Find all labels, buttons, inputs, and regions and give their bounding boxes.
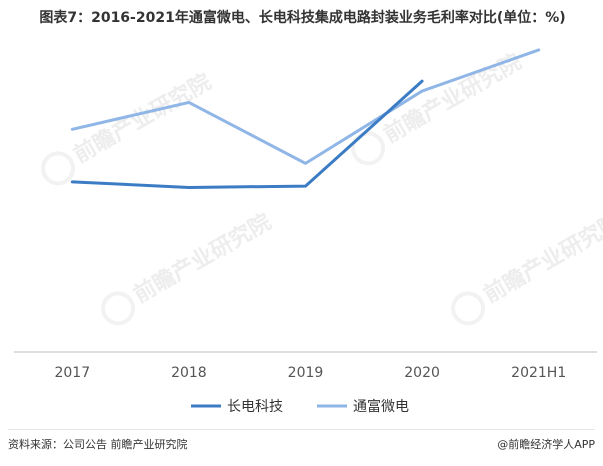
source-note: 资料来源：公司公告 前瞻产业研究院	[8, 438, 188, 451]
brand-label: @前瞻经济学人APP	[497, 438, 595, 451]
legend-label: 长电科技	[227, 399, 283, 415]
x-tick-label: 2017	[54, 365, 90, 381]
footer: 资料来源：公司公告 前瞻产业研究院 @前瞻经济学人APP	[8, 436, 595, 454]
legend-label: 通富微电	[353, 398, 409, 415]
footer-divider	[8, 429, 595, 430]
x-tick-label: 2020	[404, 365, 440, 381]
x-tick-label: 2021H1	[511, 365, 566, 381]
series-line-changdian	[70, 79, 424, 189]
x-tick-label: 2018	[171, 365, 207, 381]
series-line-tongfu	[70, 48, 541, 165]
chart-title: 图表7：2016-2021年通富微电、长电科技集成电路封装业务毛利率对比(单位：…	[39, 10, 566, 26]
x-tick-label: 2019	[288, 365, 324, 381]
line-chart: 2017 2018 2019 2020 2021H1 长电科技 通富微电	[14, 48, 597, 415]
